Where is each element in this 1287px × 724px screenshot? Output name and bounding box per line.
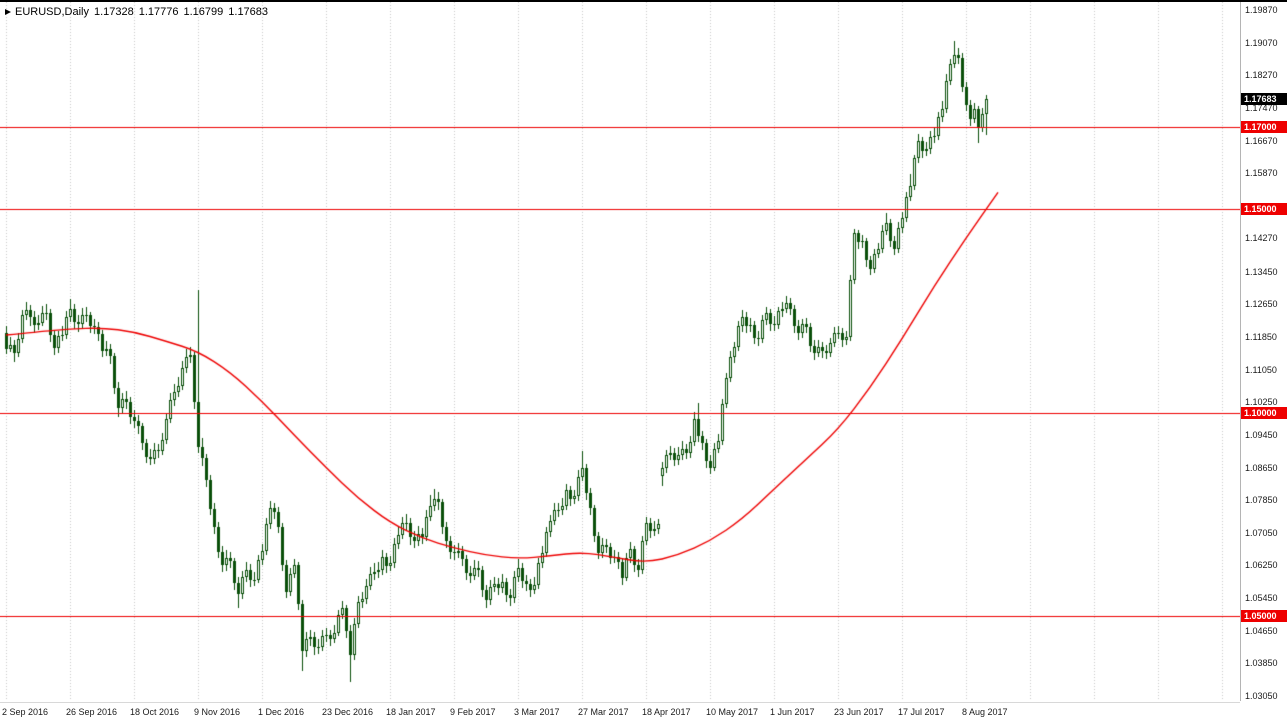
ohlc-low-value: 1.16799 — [183, 6, 224, 18]
price-tick-label: 1.07050 — [1245, 527, 1278, 538]
date-tick-label: 1 Dec 2016 — [258, 707, 305, 717]
date-tick-label: 23 Dec 2016 — [322, 707, 374, 717]
price-tick-label: 1.13450 — [1245, 266, 1278, 277]
price-tick-label: 1.17470 — [1245, 102, 1278, 113]
date-tick-label: 18 Apr 2017 — [642, 707, 691, 717]
price-tick-label: 1.05450 — [1245, 593, 1278, 604]
price-level-tag: 1.15000 — [1241, 203, 1287, 215]
price-tick-label: 1.11050 — [1245, 364, 1277, 375]
price-tick-label: 1.04650 — [1245, 625, 1278, 636]
date-tick-label: 27 Mar 2017 — [578, 707, 629, 717]
chart-symbol-label: EURUSD,Daily — [15, 6, 89, 18]
chart-symbol-icon — [5, 9, 11, 16]
date-tick-label: 3 Mar 2017 — [514, 707, 560, 717]
price-tick-label: 1.14270 — [1245, 233, 1278, 244]
price-tick-label: 1.07850 — [1245, 495, 1278, 506]
price-level-tag: 1.17000 — [1241, 121, 1287, 133]
price-level-tag: 1.10000 — [1241, 407, 1287, 419]
ohlc-high-value: 1.17776 — [138, 6, 179, 18]
date-tick-label: 9 Feb 2017 — [450, 707, 496, 717]
time-axis[interactable]: 2 Sep 2016 26 Sep 2016 18 Oct 2016 9 Nov 20… — [0, 702, 1240, 724]
date-tick-label: 10 May 2017 — [706, 707, 759, 717]
date-tick-label: 18 Oct 2016 — [130, 707, 180, 717]
date-tick-label: 17 Jul 2017 — [898, 707, 945, 717]
price-tick-label: 1.03050 — [1245, 691, 1278, 701]
date-tick-label: 18 Jan 2017 — [386, 707, 436, 717]
price-tick-label: 1.09450 — [1245, 429, 1278, 440]
ohlc-open-value: 1.17328 — [93, 6, 134, 18]
price-tick-label: 1.06250 — [1245, 560, 1278, 571]
date-tick-label: 9 Nov 2016 — [194, 707, 241, 717]
price-tick-label: 1.11850 — [1245, 332, 1277, 343]
price-axis[interactable]: 1.19870 1.19070 1.18270 1.17470 1.16670 1.158… — [1240, 2, 1287, 701]
date-tick-label: 23 Jun 2017 — [834, 707, 884, 717]
current-price-tag: 1.17683 — [1241, 93, 1287, 105]
date-tick-label: 26 Sep 2016 — [66, 707, 118, 717]
date-tick-label: 1 Jun 2017 — [770, 707, 815, 717]
price-tick-label: 1.16670 — [1245, 135, 1278, 146]
price-tick-label: 1.19870 — [1245, 5, 1278, 15]
ohlc-close-value: 1.17683 — [228, 6, 269, 18]
price-level-tag: 1.05000 — [1241, 610, 1287, 622]
date-tick-label: 8 Aug 2017 — [962, 707, 1008, 717]
price-tick-label: 1.03850 — [1245, 658, 1278, 669]
price-tick-label: 1.15870 — [1245, 168, 1278, 179]
chart-ohlc-header: EURUSD,Daily 1.17328 1.17776 1.16799 1.17683 — [5, 6, 268, 18]
price-tick-label: 1.08650 — [1245, 462, 1278, 473]
date-tick-label: 2 Sep 2016 — [2, 707, 49, 717]
price-tick-label: 1.18270 — [1245, 70, 1278, 81]
price-tick-label: 1.12650 — [1245, 299, 1278, 310]
price-tick-label: 1.19070 — [1245, 37, 1278, 48]
price-chart-canvas[interactable] — [0, 2, 1240, 701]
price-tick-label: 1.10250 — [1245, 397, 1278, 408]
